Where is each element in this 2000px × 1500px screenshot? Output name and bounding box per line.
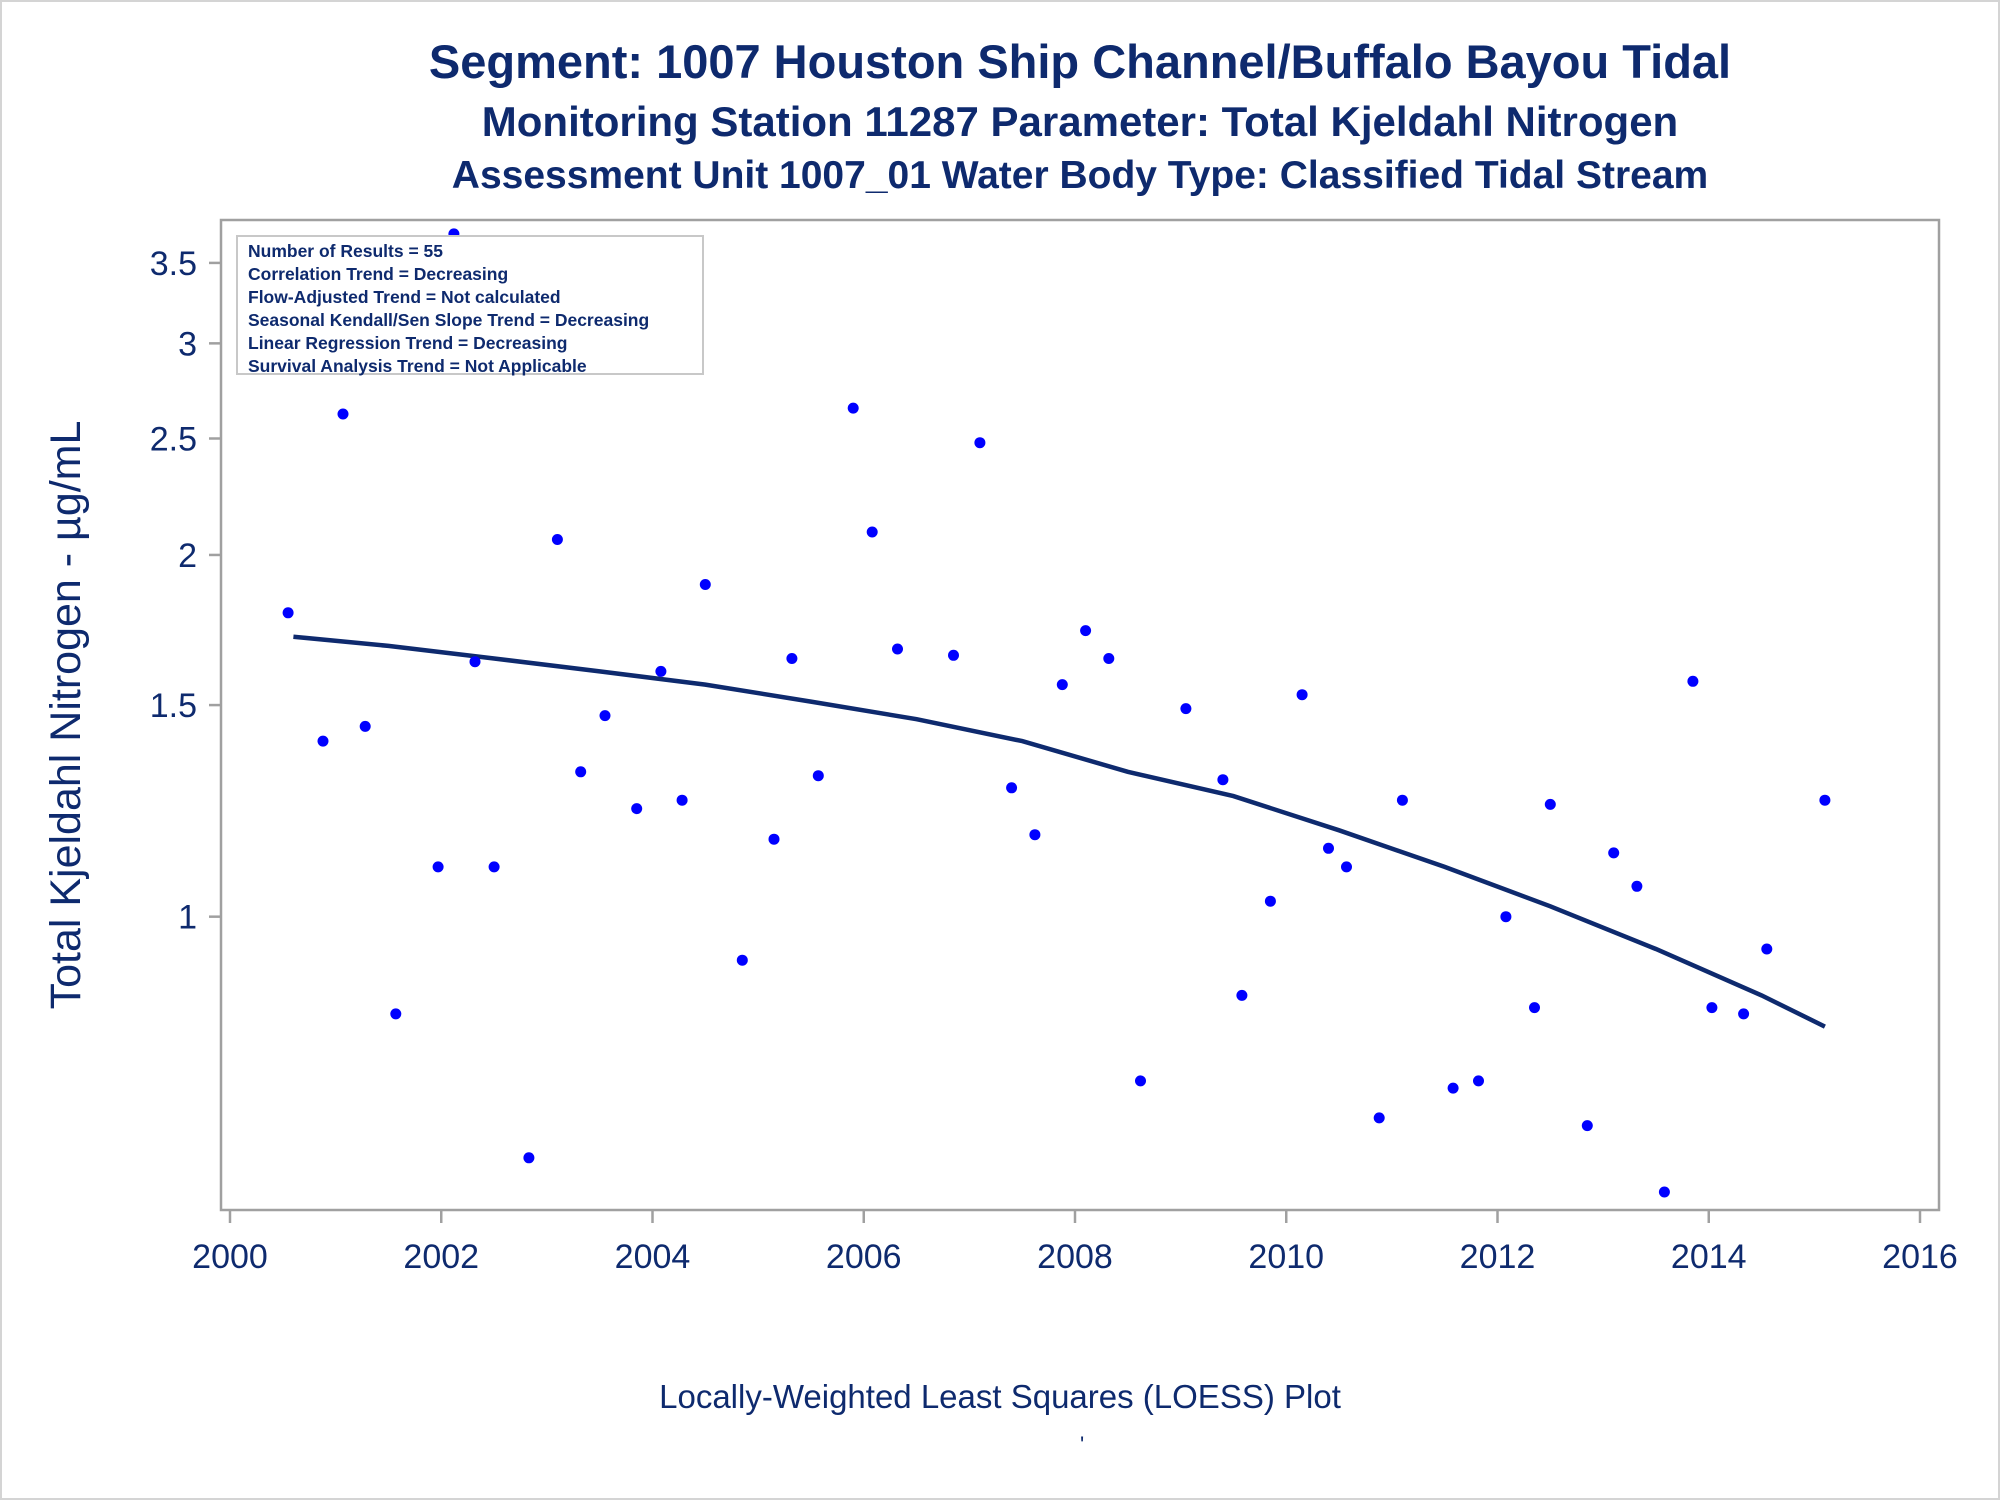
data-point: [1658, 1186, 1670, 1198]
data-point: [1264, 895, 1276, 907]
y-tick-label: 2: [178, 537, 197, 575]
data-point: [1581, 1120, 1593, 1132]
data-point: [1500, 911, 1512, 923]
data-point: [488, 861, 500, 873]
data-point: [1631, 880, 1643, 892]
data-point: [1373, 1112, 1385, 1124]
stat-number-of-results: Number of Results = 55: [248, 241, 443, 261]
x-tick-label: 2016: [1882, 1238, 1958, 1276]
data-point: [337, 408, 349, 420]
chart-title-assessment: Assessment Unit 1007_01 Water Body Type:…: [451, 154, 1709, 197]
x-tick-label: 2004: [615, 1238, 691, 1276]
stat-linear-regression-trend: Linear Regression Trend = Decreasing: [248, 333, 568, 353]
data-point: [1080, 625, 1092, 637]
plot-footnote: Locally-Weighted Least Squares (LOESS) P…: [659, 1378, 1341, 1415]
x-tick-label: 2008: [1037, 1238, 1113, 1276]
data-point: [1217, 774, 1229, 786]
plot-area-frame: [219, 218, 1941, 1212]
data-point: [317, 735, 329, 747]
x-tick-label: 2014: [1671, 1238, 1747, 1276]
data-point: [469, 656, 481, 668]
data-point: [1473, 1075, 1484, 1087]
data-point: [1761, 943, 1773, 955]
data-point: [768, 833, 780, 845]
data-point: [523, 1152, 535, 1164]
x-tick-label: 2002: [403, 1238, 479, 1276]
data-point: [551, 534, 563, 545]
data-point: [655, 665, 667, 677]
data-point: [1819, 794, 1831, 806]
y-tick-label: 2.5: [150, 421, 197, 459]
data-point: [948, 649, 959, 661]
x-tick-label: 2010: [1248, 1238, 1324, 1276]
data-point: [575, 766, 587, 778]
data-point: [1103, 653, 1115, 664]
data-point: [599, 710, 611, 722]
data-point: [1341, 861, 1352, 873]
data-point: [1706, 1002, 1718, 1014]
y-tick-label: 1: [178, 899, 197, 937]
footnote-mark: ': [1080, 1432, 1085, 1457]
data-point: [1236, 989, 1248, 1001]
chart-title-station: Monitoring Station 11287 Parameter: Tota…: [481, 98, 1679, 145]
data-point: [1396, 794, 1408, 806]
data-point: [736, 954, 748, 966]
y-tick-label: 3.5: [150, 245, 197, 283]
data-point: [359, 720, 371, 732]
data-point: [699, 579, 711, 590]
data-point: [1296, 689, 1308, 701]
data-point: [786, 653, 798, 664]
data-point: [892, 643, 903, 655]
data-point: [631, 803, 643, 815]
data-point: [1738, 1008, 1750, 1020]
data-point: [812, 770, 824, 782]
data-point: [1544, 798, 1556, 810]
x-tick-label: 2006: [826, 1238, 902, 1276]
stat-survival-analysis-trend: Survival Analysis Trend = Not Applicable: [248, 356, 587, 376]
data-point: [1029, 829, 1041, 841]
data-point: [847, 402, 859, 414]
x-axis: 2000 2002 2004 2006 2008 2010 2012 2014 2016: [192, 1210, 1958, 1276]
data-point: [390, 1008, 402, 1020]
data-point: [1447, 1082, 1459, 1094]
data-point: [1135, 1075, 1146, 1087]
data-point: [282, 607, 294, 619]
x-tick-label: 2000: [192, 1238, 268, 1276]
data-point: [1529, 1002, 1540, 1014]
y-axis: 1 1.5 2 2.5 3 3.5: [150, 245, 221, 937]
data-point: [432, 861, 444, 873]
data-point: [1323, 842, 1334, 854]
data-point: [1056, 679, 1068, 691]
chart-title-segment: Segment: 1007 Houston Ship Channel/Buffa…: [428, 35, 1732, 88]
trend-statistics-box: Number of Results = 55 Correlation Trend…: [236, 235, 704, 376]
stat-flow-adjusted-trend: Flow-Adjusted Trend = Not calculated: [248, 287, 561, 307]
stat-correlation-trend: Correlation Trend = Decreasing: [248, 264, 509, 284]
loess-trend-line: [293, 634, 1826, 1029]
stat-seasonal-kendall-trend: Seasonal Kendall/Sen Slope Trend = Decre…: [248, 310, 650, 330]
data-point: [1687, 675, 1699, 687]
data-point: [974, 437, 986, 449]
data-point: [676, 794, 688, 806]
y-tick-label: 3: [178, 325, 197, 363]
data-point: [1180, 703, 1192, 715]
data-point: [1608, 847, 1620, 859]
y-tick-label: 1.5: [150, 687, 197, 725]
x-tick-label: 2012: [1460, 1238, 1536, 1276]
data-point: [1006, 782, 1018, 794]
y-axis-label: Total Kjeldahl Nitrogen - µg/mL: [42, 421, 90, 1010]
data-point: [866, 526, 878, 538]
